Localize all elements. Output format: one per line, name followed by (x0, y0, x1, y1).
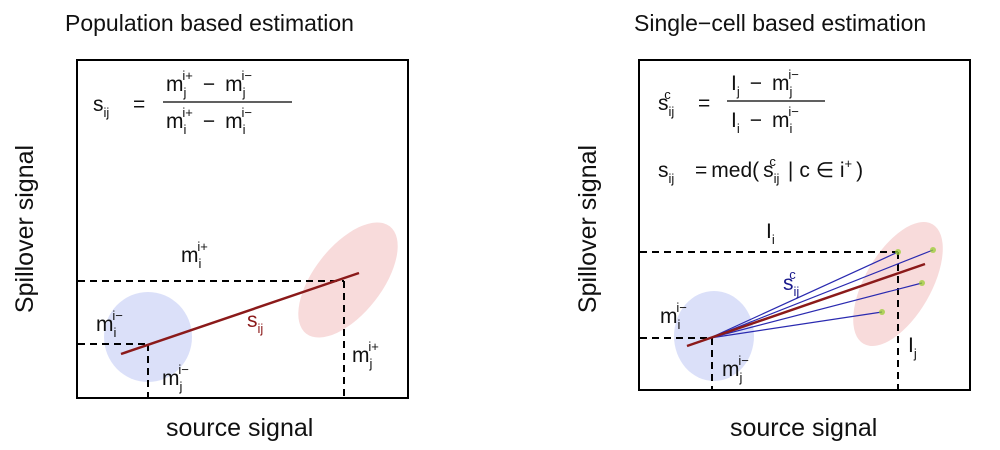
left-y-axis-label: Spillover signal (11, 145, 39, 313)
cell-line-3 (709, 282, 923, 339)
label-slope-sij: sij (247, 309, 263, 336)
formula-lhs: sij (93, 93, 109, 120)
formula1-numerator: Ij − mji− (731, 67, 799, 99)
formula-equals: = (133, 93, 145, 116)
label-m-j-minus: mji− (162, 362, 189, 394)
formula1-denominator: Ii − mii− (731, 104, 799, 136)
cell-line-2 (709, 249, 934, 339)
right-y-axis-label: Spillover signal (574, 145, 602, 313)
cell-line-4 (709, 311, 883, 339)
label-I-j: Ij (908, 334, 917, 361)
median-formula: sij = med(sijc | c ∈ i+) (658, 154, 863, 186)
left-x-axis-label: source signal (166, 414, 313, 442)
left-dashed-guides (78, 280, 345, 397)
cell-point (930, 247, 936, 253)
single-cell-formula: sijc = Ij − mji− Ii − mii− (658, 67, 825, 136)
label-s-ij-c: sijc (783, 267, 799, 299)
right-dashed-guides (640, 251, 899, 389)
single-cell-slope-lines (709, 249, 934, 339)
label-I-i: Ii (766, 220, 775, 247)
population-formula: sij = mji+ − mji− mii+ − mii− (93, 68, 292, 137)
formula2-rhs: = med(sijc | c ∈ i+) (695, 154, 863, 186)
left-point-labels: mii+ mii− mji− mji+ sij (96, 239, 379, 394)
left-plot-frame (76, 59, 409, 399)
right-point-labels: Ii sijc mii− mji− Ij (660, 220, 917, 385)
population-slope-line (120, 271, 360, 356)
label-m-i-minus: mii− (660, 300, 687, 332)
cell-points (879, 247, 936, 315)
cell-point (879, 309, 885, 315)
label-m-i-minus: mii− (96, 308, 123, 340)
cell-point (919, 280, 925, 286)
right-plot-frame (638, 59, 971, 391)
left-panel: Population based estimation sij = mji+ − m… (11, 10, 409, 442)
label-m-j-plus: mji+ (352, 339, 379, 371)
right-x-axis-label: source signal (730, 414, 877, 442)
cell-line-1 (709, 251, 899, 339)
formula1-lhs: sijc (658, 87, 674, 119)
left-panel-title: Population based estimation (65, 10, 354, 36)
formula2-lhs: sij (658, 159, 674, 186)
right-panel-title: Single−cell based estimation (634, 10, 926, 36)
formula1-equals: = (698, 92, 710, 115)
population-ellipse-positive (298, 222, 398, 338)
cell-population-ellipse-positive (853, 222, 943, 346)
right-panel: Single−cell based estimation (574, 10, 971, 442)
cell-point (895, 249, 901, 255)
formula-numerator: mji+ − mji− (166, 68, 252, 100)
median-slope-line (686, 262, 926, 348)
label-m-j-minus: mji− (722, 353, 749, 385)
population-ellipse-negative (104, 292, 192, 382)
label-m-i-plus: mii+ (181, 239, 208, 271)
formula-denominator: mii+ − mii− (166, 105, 252, 137)
